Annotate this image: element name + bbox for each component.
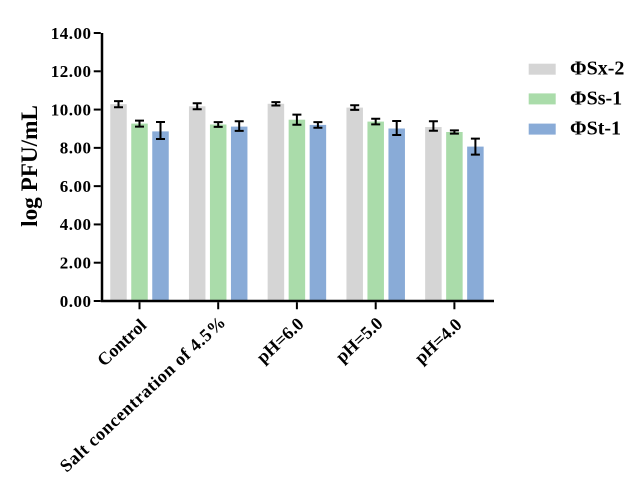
svg-text:4.00: 4.00 xyxy=(60,215,92,234)
svg-text:14.00: 14.00 xyxy=(51,24,92,43)
svg-text:8.00: 8.00 xyxy=(60,139,92,158)
svg-text:12.00: 12.00 xyxy=(51,62,92,81)
svg-text:0.00: 0.00 xyxy=(60,292,92,311)
svg-text:ΦSx-2: ΦSx-2 xyxy=(570,58,624,80)
svg-text:log PFU/mL: log PFU/mL xyxy=(17,105,43,227)
svg-text:ΦSs-1: ΦSs-1 xyxy=(570,87,622,109)
svg-text:2.00: 2.00 xyxy=(60,254,92,273)
svg-text:ΦSt-1: ΦSt-1 xyxy=(570,118,621,140)
svg-text:6.00: 6.00 xyxy=(60,177,92,196)
svg-text:10.00: 10.00 xyxy=(51,100,92,119)
